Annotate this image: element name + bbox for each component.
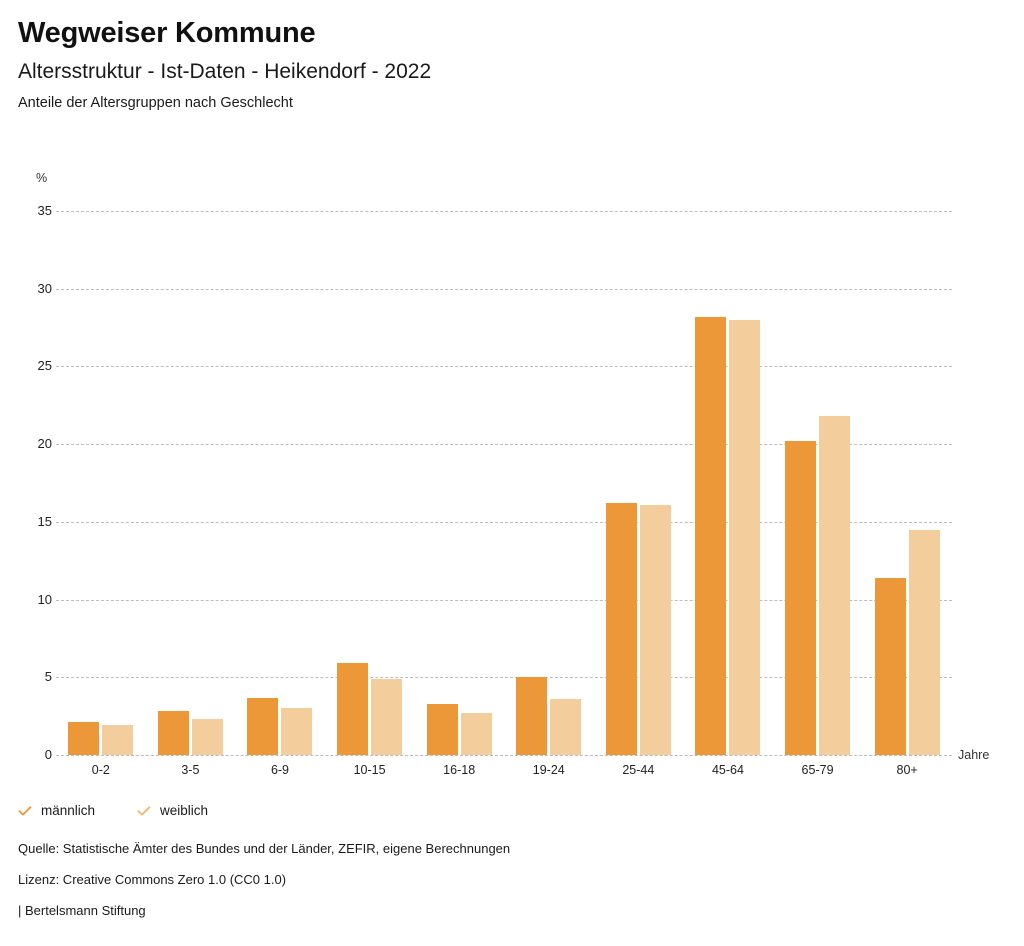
chart-description: Anteile der Altersgruppen nach Geschlech… [18,94,293,111]
bar-männlich-3-5[interactable] [157,711,189,755]
gridline [56,288,952,290]
x-axis-tick-label: 10-15 [353,763,386,777]
bar-group [146,211,236,755]
bar-weiblich-6-9[interactable] [281,708,313,755]
source-note: Quelle: Statistische Ämter des Bundes un… [18,841,511,856]
bar-weiblich-10-15[interactable] [371,678,403,755]
gridline [56,599,952,601]
bar-group [325,211,415,755]
bar-männlich-80+[interactable] [874,577,906,755]
legend-item-weiblich[interactable]: weiblich [137,803,208,818]
chart-area: % 0 5 10 15 20 25 30 35 0-2 3-5 6-9 10-15 16-18 19-2… [0,160,1024,800]
y-axis-tick-label: 15 [37,513,52,529]
bar-weiblich-0-2[interactable] [102,725,134,755]
legend-label: weiblich [160,803,209,818]
chart-subtitle: Altersstruktur - Ist-Daten - Heikendorf … [18,59,432,83]
publisher-note: | Bertelsmann Stiftung [18,903,146,918]
bar-männlich-10-15[interactable] [337,663,369,755]
bar-weiblich-25-44[interactable] [639,504,671,755]
gridline [56,677,952,679]
gridline [56,366,952,368]
y-axis-tick-label: 35 [37,203,52,218]
x-axis-tick-label: 19-24 [532,763,565,777]
y-axis-tick-label: 5 [44,669,52,685]
bar-group [773,211,863,755]
bar-group [683,211,773,755]
x-axis-ticks: 0-2 3-5 6-9 10-15 16-18 19-24 25-44 45-64 65-79 8… [56,763,952,777]
bar-männlich-19-24[interactable] [516,677,548,755]
bar-männlich-65-79[interactable] [785,441,817,755]
gridline [56,521,952,523]
bar-group [504,211,594,755]
bar-weiblich-3-5[interactable] [191,719,223,755]
check-icon [18,804,32,818]
x-axis-line [56,755,952,756]
x-axis-unit-label: Jahre [958,748,990,762]
x-axis-tick-label: 6-9 [270,763,290,777]
bar-weiblich-16-18[interactable] [460,713,492,755]
chart-header: Wegweiser Kommune Altersstruktur - Ist-D… [0,0,1024,112]
y-axis-tick-label: 25 [37,358,52,374]
y-axis-tick-label: 20 [37,436,52,452]
chart-footer: Quelle: Statistische Ämter des Bundes un… [18,842,998,935]
x-axis-tick-label: 16-18 [443,763,476,777]
bar-männlich-16-18[interactable] [426,703,458,755]
bar-weiblich-80+[interactable] [908,529,940,755]
bar-group [235,211,325,755]
y-axis-tick-label: 0 [44,747,52,762]
page-title: Wegweiser Kommune [18,17,316,49]
y-axis-tick-label: 10 [37,591,52,607]
x-axis-tick-label: 3-5 [181,763,200,777]
x-axis-tick-label: 25-44 [622,763,655,777]
bar-männlich-25-44[interactable] [605,503,637,755]
bar-groups [56,211,952,755]
bar-männlich-6-9[interactable] [247,697,279,755]
x-axis-tick-label: 0-2 [91,763,110,777]
bar-group [594,211,684,755]
y-axis-ticks: 0 5 10 15 20 25 30 35 [0,203,52,762]
bar-group [56,211,146,755]
bar-männlich-45-64[interactable] [695,316,727,755]
legend-item-männlich[interactable]: männlich [18,803,95,818]
gridline [56,211,952,212]
license-note: Lizenz: Creative Commons Zero 1.0 (CC0 1… [18,872,287,887]
check-icon [137,804,151,818]
x-axis-tick-label: 45-64 [711,763,744,777]
bar-weiblich-45-64[interactable] [729,319,761,755]
bar-group [414,211,504,755]
legend-label: männlich [41,803,96,818]
y-axis-unit-label: % [36,171,48,185]
bar-weiblich-65-79[interactable] [819,416,851,755]
x-axis-tick-label: 80+ [896,763,918,777]
gridline [56,444,952,446]
chart-legend: männlich weiblich [18,803,208,818]
bar-männlich-0-2[interactable] [68,722,100,755]
bar-weiblich-19-24[interactable] [550,699,582,755]
bar-group [862,211,952,755]
y-axis-tick-label: 30 [37,280,52,296]
x-axis-tick-label: 65-79 [801,763,834,777]
